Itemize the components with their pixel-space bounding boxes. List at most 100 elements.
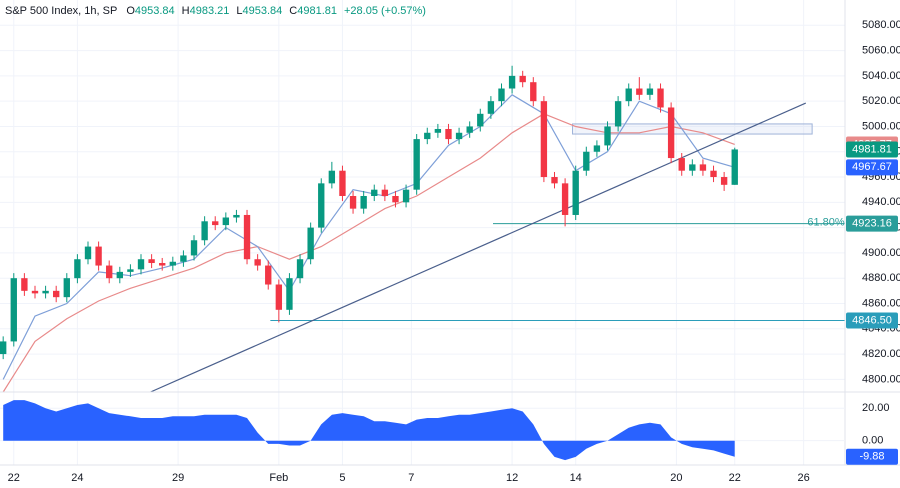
price-tag-label: 4923.16 [852,218,892,230]
candle-body [636,88,643,95]
candle-body [604,126,611,146]
ohlc-value: 4953.84 [243,5,283,17]
candle-body [508,75,516,89]
candle-body [720,177,728,185]
candle-body [275,284,283,310]
candle-body [106,265,113,279]
candle-body [392,196,399,203]
candle-body [318,183,325,228]
change: +28.05 (+0.57%) [344,5,426,17]
y-tick-label: 5040.00 [862,70,900,82]
price-tag-label: 4967.67 [852,161,892,173]
candle-body [63,278,70,298]
candle-body [371,189,378,196]
candle-body [42,290,49,294]
x-tick-label: 12 [506,472,518,484]
ohlc-letter: H [182,5,190,17]
price-tag [846,141,898,158]
header-title: S&P 500 Index, 1h, SP [5,5,117,17]
candle-body [137,259,145,270]
candle-body [31,290,39,294]
x-tick-label: 22 [8,472,20,484]
candle-body [190,240,198,256]
x-tick-label: 29 [172,472,184,484]
candle-body [159,263,166,266]
candle-body [328,170,336,184]
candle-body [74,259,81,279]
candle-body [614,101,622,127]
candle-body [498,88,505,102]
y-tick-label: 4940.00 [862,196,900,208]
trendline [150,102,807,393]
x-tick-label: 20 [670,472,682,484]
candle-body [212,221,219,226]
candle-body [625,88,632,102]
y-tick-label: 4820.00 [862,348,900,360]
candle-body [148,259,155,264]
ohlc-letter: O [126,5,135,17]
x-tick-label: Feb [269,472,288,484]
y-tick-label: 5080.00 [862,19,900,31]
candle-body [53,290,60,298]
candle-body [689,164,696,171]
candle-body [561,183,569,215]
ohlc-value: 4983.21 [190,5,230,17]
y-tick-label: 4900.00 [862,247,900,259]
candle-body [445,128,452,140]
candle-body [667,107,675,159]
candle-body [10,278,17,342]
candle-body [95,246,102,266]
candle-body [169,261,176,266]
price-tag [846,312,898,329]
candle-body [180,255,187,262]
candle-body [381,189,389,196]
candle-body [360,196,367,209]
candle-body [593,145,601,152]
price-tag-label: -9.88 [859,451,884,463]
x-tick-label: 22 [729,472,741,484]
candle-body [530,82,537,102]
price-tag [846,448,898,465]
x-tick-label: 26 [798,472,810,484]
y-tick-label: 5020.00 [862,95,900,107]
y-tick-label: 20.00 [862,402,890,414]
y-tick-label: 4880.00 [862,272,900,284]
candle-body [477,113,484,127]
candle-body [583,151,590,171]
candle-body [699,164,707,171]
candle-body [21,278,28,291]
header: S&P 500 Index, 1h, SP O4953.84 H4983.21 L49… [5,5,426,17]
candle-body [116,271,123,279]
y-tick-label: 4860.00 [862,297,900,309]
candle-body [84,246,92,260]
candle-body [678,158,685,171]
x-tick-label: 24 [71,472,83,484]
candle-body [466,126,473,133]
candle-body [201,221,208,241]
y-tick-label: 5000.00 [862,120,900,132]
candle-body [127,269,134,272]
candle-body [307,227,314,260]
candle-body [339,170,346,196]
price-tag [846,159,898,176]
candle-body [222,217,230,226]
x-tick-label: 5 [339,472,345,484]
candle-body [233,214,240,218]
candle-body [296,259,304,279]
ohlc-value: 4953.84 [135,5,175,17]
x-tick-label: 14 [570,472,582,484]
candle-body [710,170,717,178]
candle-body [243,214,251,260]
fib-label: 61.80% [807,217,845,229]
candle-body [402,189,410,203]
candle-body [657,88,664,108]
price-tag [846,215,898,232]
candle-body [413,139,420,190]
ohlc-letter: L [236,5,242,17]
ohlc-letter: C [289,5,297,17]
candle-body [0,341,7,355]
candle-body [434,128,442,133]
